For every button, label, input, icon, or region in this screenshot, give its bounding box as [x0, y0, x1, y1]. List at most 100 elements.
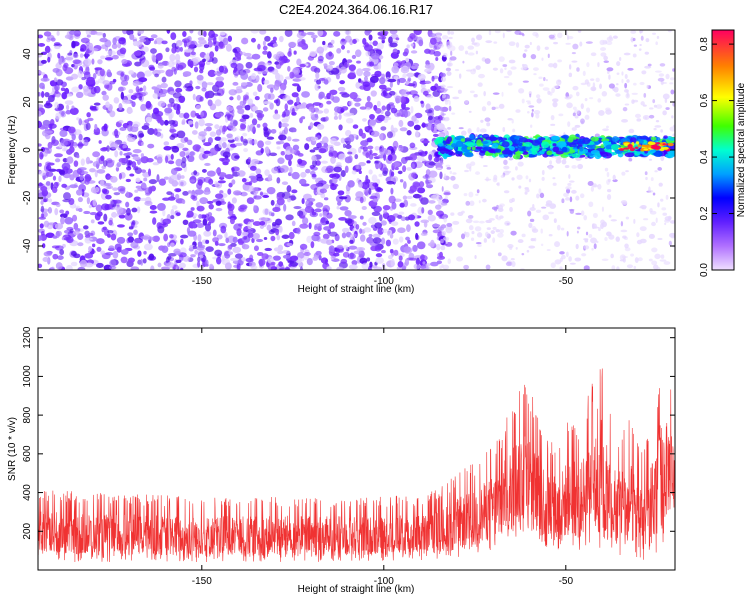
heatmap-cell: [104, 57, 114, 61]
heatmap-cell: [89, 212, 98, 216]
heatmap-cell: [420, 264, 429, 270]
heatmap-cell: [143, 250, 147, 255]
heatmap-cell: [156, 156, 163, 164]
heatmap-cell: [45, 171, 54, 177]
heatmap-cell: [133, 229, 138, 235]
heatmap-cell: [452, 172, 457, 175]
heatmap-cell: [145, 116, 153, 123]
heatmap-cell: [599, 83, 602, 90]
heatmap-cell: [447, 30, 451, 35]
heatmap-cell: [41, 243, 46, 249]
heatmap-cell: [588, 234, 593, 238]
heatmap-cell: [454, 69, 460, 72]
heatmap-cell: [51, 139, 59, 146]
heatmap-cell: [507, 70, 513, 76]
heatmap-cell: [469, 90, 475, 94]
heatmap-cell: [623, 89, 629, 93]
heatmap-cell: [378, 173, 383, 177]
heatmap-cell: [106, 69, 112, 77]
heatmap-cell: [73, 141, 78, 148]
heatmap-cell: [536, 94, 541, 99]
heatmap-cell: [199, 63, 205, 71]
heatmap-cell: [369, 149, 373, 155]
heatmap-cell: [204, 91, 210, 99]
heatmap-cell: [292, 138, 300, 142]
heatmap-cell: [305, 168, 311, 174]
heatmap-cell: [163, 233, 169, 242]
heatmap-cell: [392, 213, 400, 218]
heatmap-cell: [558, 113, 564, 117]
heatmap-cell: [430, 85, 437, 92]
heatmap-cell: [147, 128, 155, 135]
heatmap-cell: [237, 170, 246, 177]
heatmap-cell: [111, 43, 118, 50]
heatmap-cell: [241, 178, 247, 183]
heatmap-cell: [665, 107, 670, 110]
heatmap-cell: [404, 258, 410, 266]
heatmap-cell: [388, 36, 393, 44]
heatmap-cell: [225, 237, 230, 244]
heatmap-cell: [541, 169, 545, 176]
heatmap-cell: [527, 101, 532, 105]
heatmap-cell: [55, 262, 63, 270]
heatmap-cell: [349, 91, 358, 100]
heatmap-cell: [161, 245, 169, 253]
heatmap-cell: [501, 91, 504, 97]
heatmap-cell: [47, 198, 53, 203]
heatmap-cell: [434, 204, 442, 210]
heatmap-cell: [546, 150, 553, 156]
heatmap-cell: [551, 135, 560, 141]
heatmap-cell: [651, 247, 658, 253]
heatmap-cell: [433, 50, 441, 57]
heatmap-cell: [439, 171, 443, 180]
heatmap-cell: [79, 53, 84, 58]
heatmap-cell: [131, 101, 136, 108]
heatmap-cell: [234, 253, 243, 259]
heatmap-cell: [460, 138, 466, 142]
heatmap-cell: [292, 83, 300, 87]
heatmap-cell: [69, 174, 75, 181]
heatmap-cell: [186, 139, 193, 146]
heatmap-cell: [83, 88, 92, 96]
heatmap-cell: [645, 38, 650, 43]
heatmap-cell: [400, 66, 410, 74]
heatmap-cell: [597, 183, 602, 190]
heatmap-cell: [389, 30, 398, 35]
heatmap-cell: [54, 223, 64, 230]
heatmap-cell: [85, 49, 90, 54]
heatmap-cell: [615, 236, 620, 242]
heatmap-cell: [145, 102, 153, 110]
heatmap-cell: [571, 189, 577, 194]
heatmap-cell: [40, 59, 47, 64]
heatmap-cell: [572, 43, 579, 50]
heatmap-cell: [571, 127, 577, 131]
heatmap-cell: [547, 90, 551, 95]
heatmap-cell: [449, 170, 453, 175]
heatmap-cell: [71, 133, 76, 141]
heatmap-cell: [246, 56, 254, 60]
heatmap-cell: [54, 158, 61, 163]
heatmap-cell: [55, 202, 61, 208]
heatmap-cell: [626, 79, 630, 83]
heatmap-cell: [267, 256, 274, 264]
heatmap-cell: [515, 166, 518, 171]
heatmap-cell: [477, 243, 482, 247]
heatmap-cell: [94, 123, 98, 130]
heatmap-cell: [586, 107, 591, 113]
heatmap-cell: [382, 205, 391, 211]
heatmap-cell: [312, 256, 319, 261]
heatmap-cell: [475, 242, 482, 245]
heatmap-cell: [377, 154, 385, 159]
heatmap-cell: [40, 77, 50, 82]
heatmap-cell: [92, 199, 97, 207]
heatmap-cell: [39, 151, 44, 160]
heatmap-cell: [180, 234, 189, 239]
heatmap-cell: [414, 221, 420, 227]
heatmap-cell: [620, 221, 624, 227]
heatmap-cell: [320, 217, 326, 224]
heatmap-cell: [410, 50, 418, 54]
heatmap-cell: [272, 255, 281, 261]
heatmap-cell: [601, 258, 609, 262]
heatmap-cell: [440, 72, 446, 78]
